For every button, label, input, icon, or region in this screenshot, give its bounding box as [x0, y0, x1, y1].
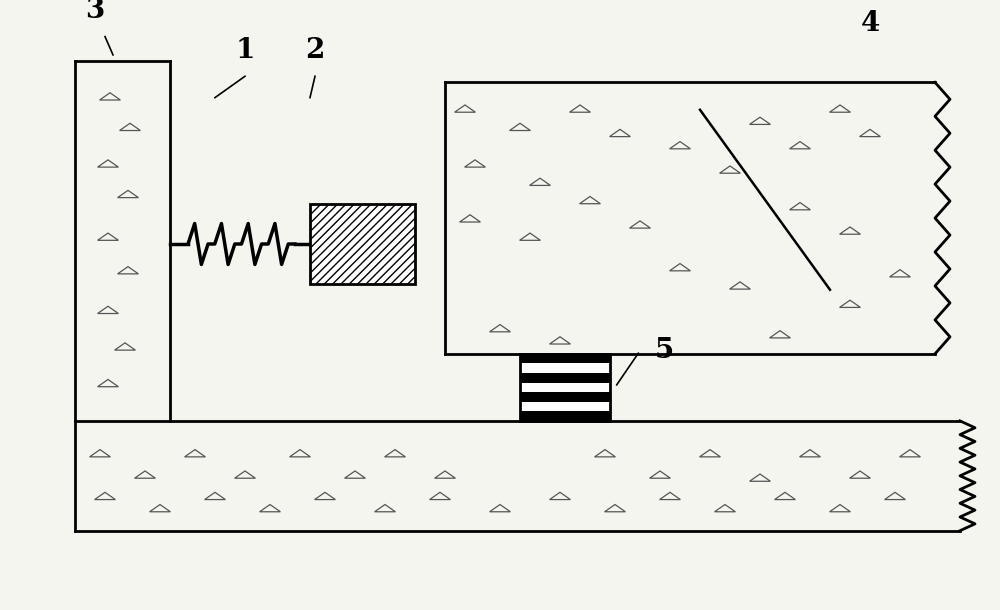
Bar	[520, 392, 610, 402]
Text: 3: 3	[85, 0, 105, 24]
Text: 5: 5	[655, 337, 674, 364]
Bar	[520, 364, 610, 373]
Bar	[520, 402, 610, 411]
Bar	[520, 382, 610, 392]
Text: 2: 2	[305, 37, 325, 64]
Bar	[520, 354, 610, 364]
Bar	[310, 204, 415, 284]
Text: 4: 4	[860, 10, 880, 37]
Bar	[520, 373, 610, 382]
Bar	[520, 411, 610, 421]
Text: 1: 1	[235, 37, 255, 64]
Bar	[520, 354, 610, 421]
